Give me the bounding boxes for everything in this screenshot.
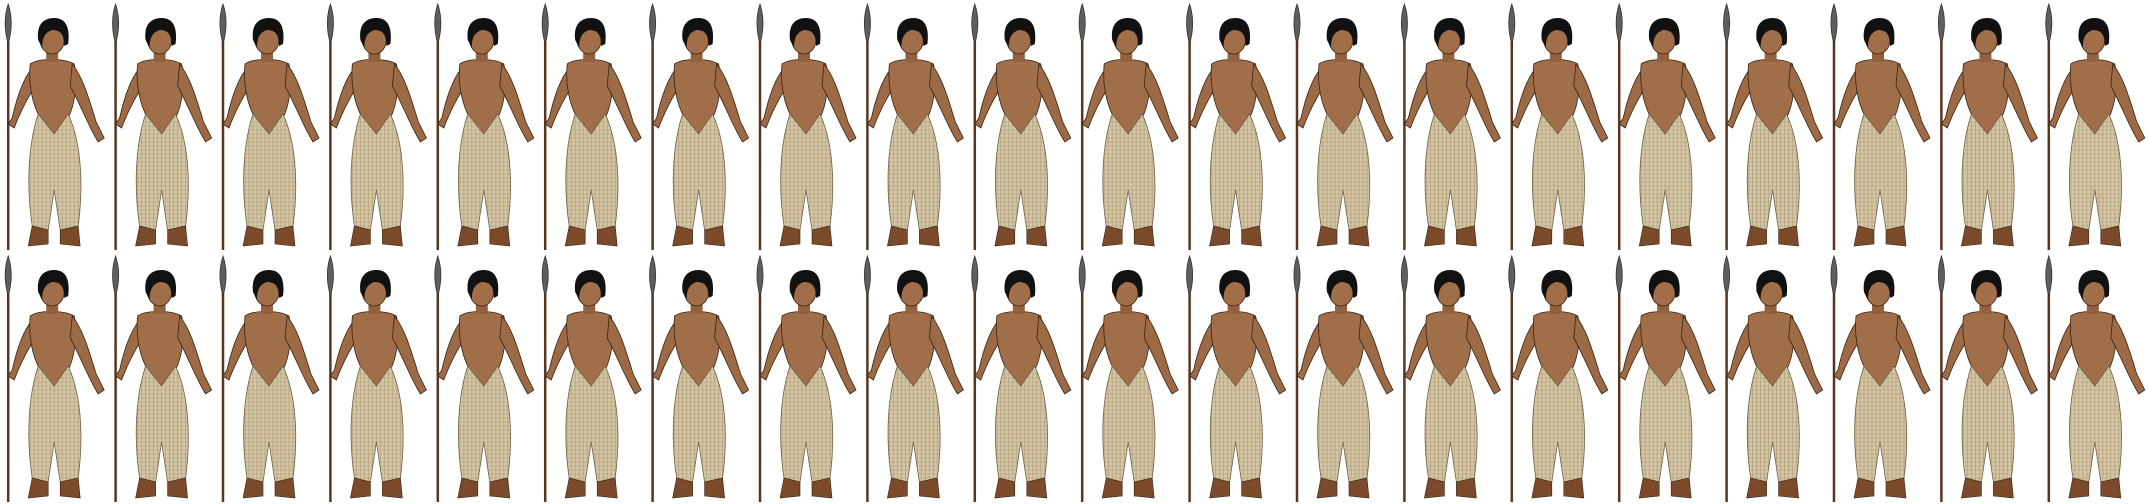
sprite-frame <box>970 254 1073 504</box>
sprite-frame <box>1614 254 1717 504</box>
sprite-frame <box>1937 2 2039 252</box>
sprite-frame <box>648 2 750 252</box>
sprite-frame <box>433 2 536 252</box>
sprite-frame <box>2044 2 2147 252</box>
sprite-frame <box>648 254 750 504</box>
sprite-frame <box>1077 2 1180 252</box>
sprite-frame <box>1507 254 1610 504</box>
sprite-frame <box>326 254 428 504</box>
sprite-frame <box>970 2 1073 252</box>
sprite-frame <box>1507 2 1610 252</box>
sprite-frame <box>326 2 428 252</box>
sprite-frame <box>1722 254 1824 504</box>
sprite-frame <box>111 2 213 252</box>
sprite-frame <box>1722 2 1824 252</box>
sprite-frame <box>863 254 965 504</box>
sprite-frame <box>1077 254 1180 504</box>
sprite-frame <box>1829 254 1932 504</box>
sprite-frame <box>1400 2 1502 252</box>
sprite-frame <box>755 2 858 252</box>
sprite-frame <box>3 254 106 504</box>
sprite-frame <box>1829 2 1932 252</box>
sprite-frame <box>1614 2 1717 252</box>
sprite-frame <box>540 254 643 504</box>
sprite-frame <box>218 2 321 252</box>
sprite-frame <box>1185 254 1287 504</box>
sprite-frame <box>863 2 965 252</box>
sprite-frame <box>1400 254 1502 504</box>
sprite-frame <box>540 2 643 252</box>
sprite-frame <box>111 254 213 504</box>
sprite-frame <box>3 2 106 252</box>
sprite-frame <box>1937 254 2039 504</box>
sprite-frame <box>1292 2 1395 252</box>
sprite-frame <box>1185 2 1287 252</box>
sprite-frame <box>1292 254 1395 504</box>
sprite-frame <box>433 254 536 504</box>
sprite-frame <box>2044 254 2147 504</box>
sprite-frame <box>755 254 858 504</box>
sprite-frame <box>218 254 321 504</box>
